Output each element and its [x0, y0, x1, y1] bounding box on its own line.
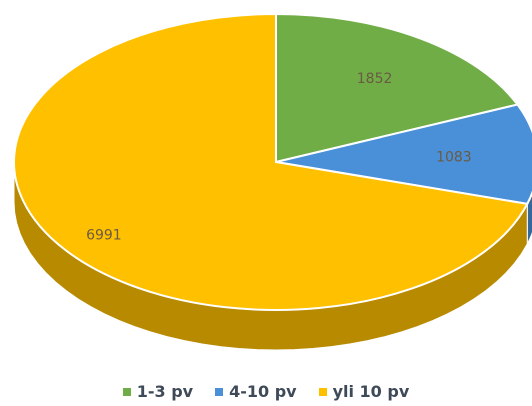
- legend-item-4-10-pv: 4-10 pv: [215, 382, 297, 401]
- legend-item-1-3-pv: 1-3 pv: [122, 382, 194, 401]
- pie-slice-4-10-pv: [275, 103, 532, 206]
- legend-item-yli-10-pv: yli 10 pv: [318, 382, 410, 401]
- legend-swatch-yli-10-pv: [318, 387, 327, 396]
- data-label-yli-10-pv: 6991: [86, 228, 122, 244]
- legend-label-1-3-pv: 1-3 pv: [136, 382, 194, 401]
- legend-swatch-4-10-pv: [215, 387, 224, 396]
- pie-slice-yli-10-pv: [13, 12, 529, 311]
- legend-label-4-10-pv: 4-10 pv: [229, 382, 297, 401]
- legend-label-yli-10-pv: yli 10 pv: [332, 382, 410, 401]
- pie-slice-1-3-pv: [275, 12, 520, 164]
- data-label-1-3-pv: 1852: [357, 71, 393, 87]
- legend-swatch-1-3-pv: [122, 387, 131, 396]
- pie-chart: 1852 1083 6991: [13, 12, 532, 351]
- legend: 1-3 pv 4-10 pv yli 10 pv: [0, 382, 532, 401]
- data-label-4-10-pv: 1083: [436, 149, 472, 165]
